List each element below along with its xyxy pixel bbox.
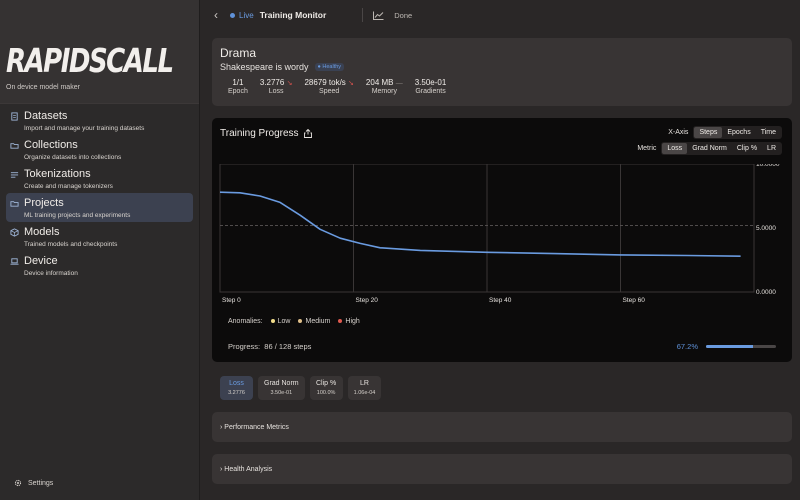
x-tick-label: Step 0 — [222, 297, 241, 304]
folder-icon — [10, 200, 19, 207]
chip-loss[interactable]: Loss 3.2776 — [220, 376, 253, 400]
project-subtitle: Shakespeare is wordy — [220, 62, 309, 72]
metric-option-lr[interactable]: LR — [767, 145, 776, 152]
legend-low: Low — [270, 318, 290, 325]
sidebar-item-label: Projects — [24, 197, 64, 209]
chevron-right-icon: › — [220, 423, 223, 431]
settings-label: Settings — [28, 479, 54, 487]
sidebar-item-projects[interactable]: Projects ML training projects and experi… — [6, 193, 193, 222]
top-bar: ‹ Live Training Monitor Done — [200, 0, 800, 30]
status-badge: ● Healthy — [314, 63, 345, 71]
stat-gradients: 3.50e-01 Gradients — [414, 78, 447, 95]
sidebar-item-description: Trained models and checkpoints — [24, 241, 118, 248]
folder-icon — [10, 142, 19, 149]
sidebar-item-description: Import and manage your training datasets — [24, 125, 145, 132]
header-divider — [362, 8, 364, 22]
sidebar-item-label: Device — [24, 255, 58, 267]
y-tick-label: 5.0000 — [756, 225, 776, 232]
loss-chart: Step 0 Step 20 Step 40 Step 60 10.0000 5.0000… — [219, 164, 780, 304]
x-tick-label: Step 20 — [356, 297, 379, 304]
stat-epoch: 1/1 Epoch — [228, 78, 248, 95]
sidebar-item-models[interactable]: Models Trained models and checkpoints — [6, 222, 193, 251]
sidebar-item-label: Models — [24, 226, 60, 238]
sidebar: RAPIDSCALL On device model maker Dataset… — [0, 0, 200, 500]
app-tagline: On device model maker — [6, 84, 80, 91]
sidebar-item-description: Device information — [24, 270, 78, 277]
sidebar-item-description: Create and manage tokenizers — [24, 183, 113, 190]
chip-lr[interactable]: LR 1.06e-04 — [347, 376, 382, 400]
sidebar-item-label: Datasets — [24, 110, 68, 122]
progress-percent: 67.2% — [676, 342, 698, 351]
performance-metrics-section[interactable]: › Performance Metrics — [212, 412, 792, 442]
trend-down-icon: ↘ — [286, 80, 293, 87]
document-icon — [11, 111, 18, 121]
cube-icon — [10, 227, 19, 237]
series-line-loss — [219, 191, 741, 257]
anomalies-legend: Anomalies: Low Medium High — [228, 318, 360, 325]
trend-down-icon: ↘ — [348, 80, 354, 87]
xaxis-option-time[interactable]: Time — [760, 129, 776, 136]
chip-grad-norm[interactable]: Grad Norm 3.50e-01 — [258, 376, 305, 400]
xaxis-option-epochs[interactable]: Epochs — [727, 129, 751, 136]
laptop-icon — [10, 257, 19, 265]
app-logo: RAPIDSCALL — [6, 43, 174, 81]
chevron-left-icon: ‹ — [214, 8, 218, 22]
sidebar-item-tokenizations[interactable]: Tokenizations Create and manage tokenize… — [6, 164, 193, 193]
progress-bar-fill — [706, 345, 754, 348]
back-button[interactable]: ‹ — [214, 8, 218, 22]
project-title: Drama — [220, 46, 257, 60]
chart-title: Training Progress — [220, 128, 312, 139]
sidebar-item-label: Tokenizations — [24, 168, 91, 180]
project-info-card: Drama Shakespeare is wordy ● Healthy 1/1… — [212, 38, 792, 106]
done-button[interactable]: Done — [394, 10, 413, 20]
metric-option-loss[interactable]: Loss — [662, 143, 688, 154]
xaxis-selector: X-Axis Steps Epochs Time — [668, 126, 782, 139]
legend-medium: Medium — [298, 318, 330, 325]
stat-speed: 28679 tok/s ↘ Speed — [304, 78, 354, 95]
x-tick-label: Step 40 — [489, 297, 512, 304]
share-icon[interactable] — [303, 129, 312, 138]
legend-high: High — [338, 318, 360, 325]
sidebar-item-datasets[interactable]: Datasets Import and manage your training… — [6, 106, 193, 135]
metric-option-clip[interactable]: Clip % — [736, 145, 758, 152]
stat-loss: 3.2776 ↘ Loss — [259, 78, 293, 95]
main-content: Drama Shakespeare is wordy ● Healthy 1/1… — [212, 38, 792, 484]
chip-clip[interactable]: Clip % 100.0% — [309, 376, 343, 400]
sidebar-nav: Datasets Import and manage your training… — [0, 104, 199, 280]
metric-option-grad-norm[interactable]: Grad Norm — [692, 145, 727, 152]
metric-selector: Metric Loss Grad Norm Clip % LR — [637, 142, 782, 155]
sidebar-item-description: Organize datasets into collections — [24, 154, 122, 161]
settings-button[interactable]: Settings — [14, 479, 53, 487]
sidebar-brand: RAPIDSCALL On device model maker — [0, 0, 199, 104]
live-status: Live — [239, 10, 254, 20]
live-indicator-icon — [230, 12, 235, 18]
stat-memory: 204 MB — Memory — [365, 78, 403, 95]
trend-flat-icon: — — [395, 80, 403, 87]
gear-icon — [14, 479, 22, 487]
page-title: Training Monitor — [259, 10, 327, 20]
y-tick-label: 0.0000 — [756, 289, 776, 296]
y-tick-label: 10.0000 — [756, 164, 780, 168]
progress-indicator: 67.2% — [677, 342, 776, 351]
x-tick-label: Step 60 — [623, 297, 646, 304]
training-progress-card: Training Progress X-Axis Steps Epochs Ti… — [212, 118, 792, 362]
metric-chips: Loss 3.2776 Grad Norm 3.50e-01 Clip % 100.0… — [220, 376, 792, 400]
project-subtitle-row: Shakespeare is wordy ● Healthy — [220, 62, 784, 72]
progress-bar — [706, 345, 776, 348]
chart-icon[interactable] — [373, 11, 384, 20]
progress-text: Progress: 86 / 128 steps — [228, 342, 312, 351]
sidebar-item-label: Collections — [24, 139, 78, 151]
stats-row: 1/1 Epoch 3.2776 ↘ Loss 28679 tok/s ↘ Speed… — [220, 78, 784, 95]
sidebar-item-collections[interactable]: Collections Organize datasets into colle… — [6, 135, 193, 164]
health-analysis-section[interactable]: › Health Analysis — [212, 454, 792, 484]
text-icon — [10, 171, 19, 178]
sidebar-item-description: ML training projects and experiments — [24, 212, 131, 219]
chevron-right-icon: › — [220, 465, 223, 473]
xaxis-option-steps[interactable]: Steps — [694, 127, 723, 138]
sidebar-item-device[interactable]: Device Device information — [6, 251, 193, 280]
